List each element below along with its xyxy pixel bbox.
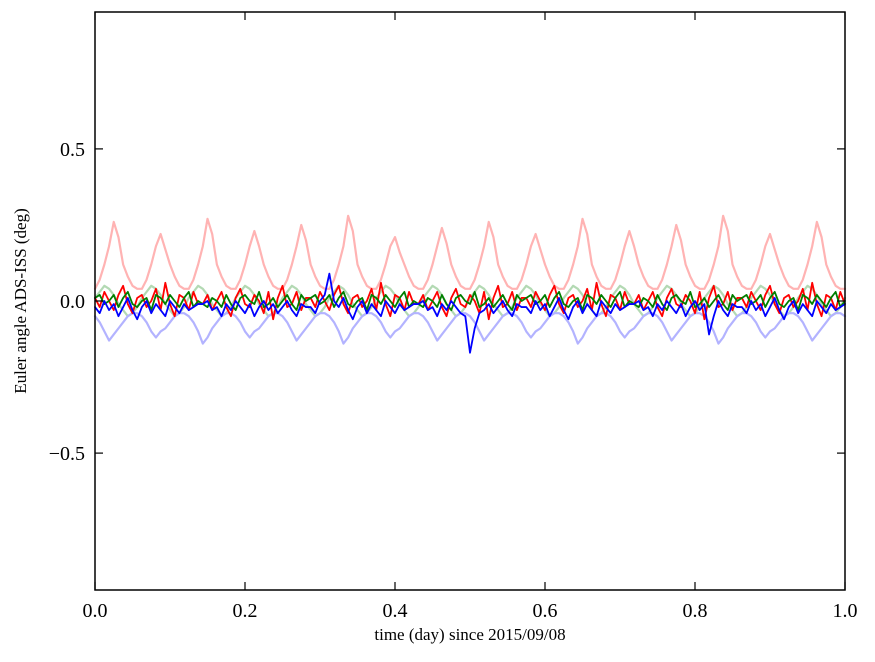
- x-tick-label: 0.2: [233, 600, 258, 622]
- y-tick-label: −0.5: [49, 443, 85, 465]
- y-tick-label: 0.0: [60, 291, 85, 313]
- x-axis-label: time (day) since 2015/09/08: [374, 625, 566, 644]
- series-blue-line: [94, 272, 846, 354]
- x-tick-label: 1.0: [833, 600, 858, 622]
- series-light-red-line: [93, 214, 847, 290]
- x-tick-label: 0.4: [383, 600, 408, 622]
- series-light-blue-line: [93, 312, 847, 345]
- y-tick-label: 0.5: [60, 139, 85, 161]
- x-tick-label: 0.8: [683, 600, 708, 622]
- x-tick-label: 0.0: [83, 600, 108, 622]
- y-axis-label: Euler angle ADS-ISS (deg): [11, 208, 30, 394]
- series-red-line: [94, 281, 846, 321]
- x-tick-label: 0.6: [533, 600, 558, 622]
- series-green-line: [94, 290, 846, 312]
